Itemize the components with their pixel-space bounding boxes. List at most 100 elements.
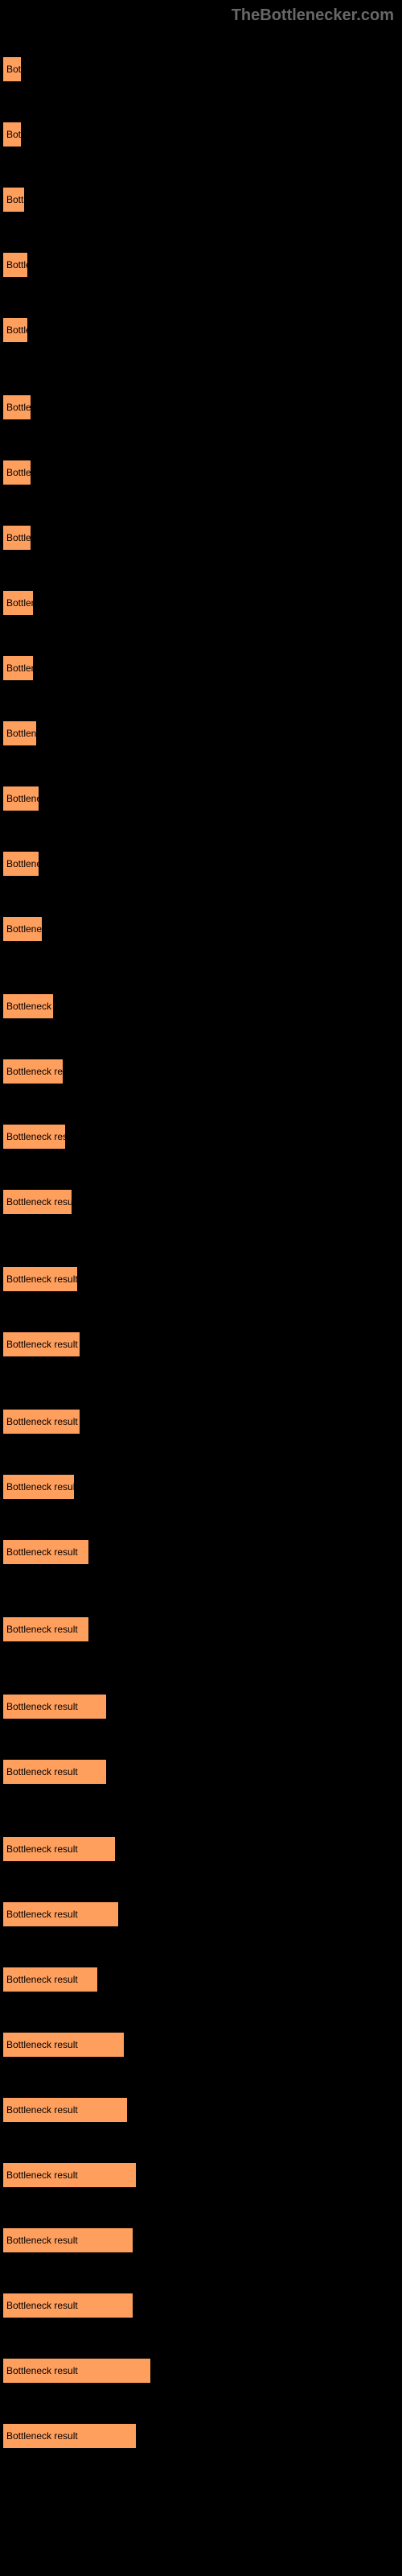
- chart-row: NVIDIA GeForce GTX 780M in General Tasks…: [3, 1951, 402, 1992]
- chart-row: NVIDIA GeForce GTX 950M in General Tasks…: [3, 105, 402, 147]
- chart-row: NVIDIA GeForce GTX 965M in General Tasks…: [3, 236, 402, 277]
- bottleneck-bar: Bottleneck result: [3, 2163, 136, 2187]
- row-label: NVIDIA Quadro M620 in General Tasks with…: [3, 639, 402, 651]
- chart-row: NVIDIA GeForce GTX 680M in General Tasks…: [3, 1315, 402, 1356]
- row-label: NVIDIA GeForce GTX 680MX in General Task…: [3, 2016, 402, 2028]
- bottleneck-bar: Bottleneck result: [3, 721, 36, 745]
- row-label: NVIDIA GeForce GTX 780M in General Tasks…: [3, 1951, 402, 1963]
- bottleneck-bar: Bottleneck result: [3, 188, 24, 212]
- row-label: NVIDIA GeForce GTX 1060 in General Tasks…: [3, 1458, 402, 1470]
- chart-row: NVIDIA GeForce GTX 1050 (Max-Q Design) i…: [3, 965, 402, 1018]
- row-label: AMD Radeon Pro 5500M in General Tasks wi…: [3, 171, 402, 183]
- row-label: NVIDIA GeForce GTX 1650 Ti in General Ta…: [3, 1042, 402, 1055]
- chart-row: NVIDIA GeForce GTX 1060 in General Tasks…: [3, 1458, 402, 1499]
- bottleneck-bar: Bottleneck result: [3, 1332, 80, 1356]
- row-label: NVIDIA GeForce GTX 950M in General Tasks…: [3, 105, 402, 118]
- bottleneck-bar: Bottleneck result: [3, 460, 31, 485]
- chart-row: AMD Radeon Pro 5300M in General Tasks wi…: [3, 301, 402, 342]
- chart-row: NVIDIA GeForce GTX 775M in General Tasks…: [3, 574, 402, 615]
- chart-row: NVIDIA GeForce MX570 in General Tasks wi…: [3, 835, 402, 876]
- row-label: NVIDIA GeForce GTX 870M in General Tasks…: [3, 770, 402, 782]
- row-label: NVIDIA GeForce GTX 1050 Ti in General Ta…: [3, 1173, 402, 1185]
- chart-row: AMD Radeon RX 5600M in General Tasks wit…: [3, 2342, 402, 2383]
- chart-row: NVIDIA Quadro M4000M in General Tasks wi…: [3, 2277, 402, 2318]
- chart-row: AMD Radeon R9 M295X in General Tasks wit…: [3, 2081, 402, 2122]
- row-label: NVIDIA RTX A500 in General Tasks with 32…: [3, 2407, 402, 2419]
- chart-row: NVIDIA GeForce GTX 870M in General Tasks…: [3, 770, 402, 811]
- chart-row: NVIDIA GeForce GTX 970M in General Tasks…: [3, 2146, 402, 2187]
- row-label: AMD Radeon Pro 5300M in General Tasks wi…: [3, 301, 402, 313]
- bottleneck-bar: Bottleneck result: [3, 2293, 133, 2318]
- chart-row: AMD Radeon 740M in General Tasks with 12…: [3, 1108, 402, 1149]
- chart-row: NVIDIA Quadro T2000 (Max-Q Design) in Ge…: [3, 1381, 402, 1434]
- bottleneck-bar: Bottleneck result: [3, 1475, 74, 1499]
- bottleneck-bar: Bottleneck result: [3, 2228, 133, 2252]
- bottleneck-bar: Bottleneck result: [3, 1410, 80, 1434]
- bottleneck-bar: Bottleneck result: [3, 852, 39, 876]
- bottleneck-bar: Bottleneck result: [3, 122, 21, 147]
- bottleneck-bar: Bottleneck result: [3, 994, 53, 1018]
- chart-row: NVIDIA GeForce MX550 in General Tasks wi…: [3, 900, 402, 941]
- bottleneck-bar: Bottleneck result: [3, 1760, 106, 1784]
- row-label: NVIDIA GeForce GTX 960M in General Tasks…: [3, 704, 402, 716]
- bottleneck-bar: Bottleneck result: [3, 1540, 88, 1564]
- bottleneck-bar: Bottleneck result: [3, 1267, 77, 1291]
- row-label: NVIDIA Quadro M2200 in General Tasks wit…: [3, 1743, 402, 1755]
- row-label: NVIDIA Quadro T2000 in General Tasks wit…: [3, 1523, 402, 1535]
- row-label: NVIDIA GeForce MX550 in General Tasks wi…: [3, 900, 402, 912]
- bottleneck-bar: Bottleneck result: [3, 1190, 72, 1214]
- bottleneck-bar: Bottleneck result: [3, 253, 27, 277]
- bottleneck-bar: Bottleneck result: [3, 917, 42, 941]
- row-label: NVIDIA GeForce GTX 775M in General Tasks…: [3, 574, 402, 586]
- bottleneck-bar: Bottleneck result: [3, 526, 31, 550]
- chart-row: NVIDIA GeForce GTX 1050 Ti (Max-Q Design…: [3, 1666, 402, 1719]
- bottleneck-bar: Bottleneck result: [3, 1902, 118, 1926]
- row-label: NVIDIA Quadro M4000M in General Tasks wi…: [3, 2277, 402, 2289]
- bottleneck-bar: Bottleneck result: [3, 2359, 150, 2383]
- bottleneck-bar: Bottleneck result: [3, 1695, 106, 1719]
- bottleneck-bar: Bottleneck result: [3, 2424, 136, 2448]
- row-label: NVIDIA GeForce GTX 680M in General Tasks…: [3, 1315, 402, 1327]
- watermark-text: TheBottlenecker.com: [232, 6, 394, 25]
- chart-row: AMD Radeon Pro 5500M in General Tasks wi…: [3, 171, 402, 212]
- row-label: NVIDIA Quadro T2000 (Max-Q Design) in Ge…: [3, 1381, 402, 1405]
- bottleneck-bar: Bottleneck result: [3, 318, 27, 342]
- chart-row: AMD Radeon RX 5500M in General Tasks wit…: [3, 2211, 402, 2252]
- row-label: NVIDIA GeForce GTX 1050 Ti (Max-Q Design…: [3, 1666, 402, 1690]
- bottleneck-bar: Bottleneck result: [3, 1059, 63, 1084]
- bottleneck-bar: Bottleneck result: [3, 395, 31, 419]
- row-label: NVIDIA Quadro M3000M in General Tasks wi…: [3, 1885, 402, 1897]
- chart-row: NVIDIA GeForce GTX 1060 (Max-Q Design) i…: [3, 1808, 402, 1861]
- chart-row: NVIDIA GeForce MX450 in General Tasks wi…: [3, 40, 402, 81]
- row-label: NVIDIA GeForce GTX 965M in General Tasks…: [3, 236, 402, 248]
- bottleneck-bar: Bottleneck result: [3, 786, 39, 811]
- row-label: AMD Radeon RX 5300M in General Tasks wit…: [3, 444, 402, 456]
- bottleneck-bar-chart: NVIDIA GeForce MX450 in General Tasks wi…: [0, 0, 402, 2448]
- bottleneck-bar: Bottleneck result: [3, 57, 21, 81]
- chart-row: NVIDIA Quadro T2000 in General Tasks wit…: [3, 1523, 402, 1564]
- chart-row: NVIDIA RTX A500 in General Tasks with 32…: [3, 2407, 402, 2448]
- chart-row: NVIDIA GeForce GTX 1050 Ti in General Ta…: [3, 1173, 402, 1214]
- bottleneck-bar: Bottleneck result: [3, 1125, 65, 1149]
- row-label: NVIDIA GeForce MX570 in General Tasks wi…: [3, 835, 402, 847]
- row-label: AMD Radeon RX 5600M in General Tasks wit…: [3, 2342, 402, 2354]
- bottleneck-bar: Bottleneck result: [3, 2033, 124, 2057]
- bottleneck-bar: Bottleneck result: [3, 1617, 88, 1641]
- bottleneck-bar: Bottleneck result: [3, 656, 33, 680]
- bottleneck-bar: Bottleneck result: [3, 1967, 97, 1992]
- row-label: AMD Radeon RX 5500M in General Tasks wit…: [3, 2211, 402, 2223]
- chart-row: NVIDIA GeForce GTX 1650 Ti (Max-Q Design…: [3, 366, 402, 419]
- chart-row: NVIDIA GeForce GTX 860M in General Tasks…: [3, 509, 402, 550]
- chart-row: NVIDIA Quadro M3000M in General Tasks wi…: [3, 1885, 402, 1926]
- chart-row: NVIDIA GeForce GTX 1650 (Max-Q Design) i…: [3, 1588, 402, 1641]
- row-label: NVIDIA GeForce GTX 970M in General Tasks…: [3, 2146, 402, 2158]
- chart-row: NVIDIA GeForce GTX 680MX in General Task…: [3, 2016, 402, 2057]
- chart-row: AMD Radeon RX 5300M in General Tasks wit…: [3, 444, 402, 485]
- row-label: NVIDIA GeForce GTX 1650 (Max-Q Design) i…: [3, 1588, 402, 1612]
- chart-row: NVIDIA GeForce GTX 1650 Ti in General Ta…: [3, 1042, 402, 1084]
- chart-row: NVIDIA Quadro M2200 in General Tasks wit…: [3, 1743, 402, 1784]
- bottleneck-bar: Bottleneck result: [3, 1837, 115, 1861]
- row-label: NVIDIA GeForce GTX 860M in General Tasks…: [3, 509, 402, 521]
- bottleneck-bar: Bottleneck result: [3, 591, 33, 615]
- chart-row: NVIDIA Quadro T1000 (Max-Q Design) in Ge…: [3, 1238, 402, 1291]
